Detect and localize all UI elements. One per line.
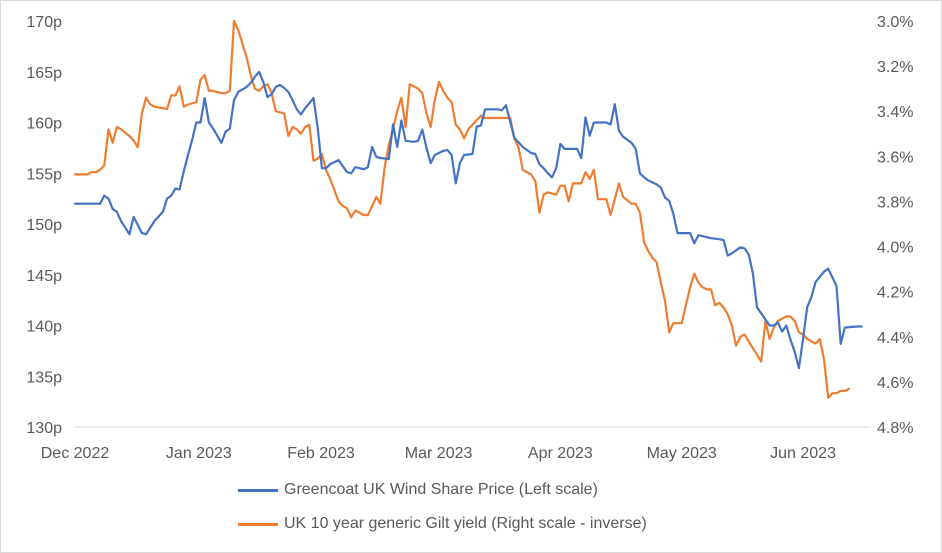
left-tick-label: 165p xyxy=(26,65,62,82)
x-tick-label: Apr 2023 xyxy=(528,445,593,462)
right-tick-label: 3.2% xyxy=(877,59,913,76)
legend-item-gilt-yield: UK 10 year generic Gilt yield (Right sca… xyxy=(238,515,647,533)
x-tick-label: Mar 2023 xyxy=(405,445,473,462)
left-tick-label: 135p xyxy=(26,369,62,386)
right-tick-label: 4.8% xyxy=(877,420,913,437)
right-tick-label: 3.6% xyxy=(877,149,913,166)
series-lines xyxy=(73,19,863,399)
left-tick-label: 130p xyxy=(26,420,62,437)
legend-swatch-blue xyxy=(238,488,278,492)
x-axis-ticks: Dec 2022 Jan 2023 Feb 2023 Mar 2023 Apr 2023… xyxy=(41,445,836,462)
x-tick-label: May 2023 xyxy=(647,445,717,462)
right-tick-label: 4.4% xyxy=(877,330,913,347)
right-tick-label: 4.0% xyxy=(877,240,913,257)
right-axis-ticks: 3.0% 3.2% 3.4% 3.6% 3.8% 4.0% 4.2% 4.4% 4.6% 4.8% xyxy=(877,14,913,437)
right-tick-label: 4.6% xyxy=(877,375,913,392)
x-tick-label: Dec 2022 xyxy=(41,445,110,462)
left-tick-label: 150p xyxy=(26,217,62,234)
left-tick-label: 160p xyxy=(26,116,62,133)
right-tick-label: 3.8% xyxy=(877,194,913,211)
legend-label-share-price: Greencoat UK Wind Share Price (Left scal… xyxy=(284,481,598,498)
right-tick-label: 4.2% xyxy=(877,285,913,302)
left-tick-label: 145p xyxy=(26,268,62,285)
x-tick-label: Jun 2023 xyxy=(770,445,836,462)
legend-label-gilt-yield: UK 10 year generic Gilt yield (Right sca… xyxy=(284,515,647,532)
left-axis-ticks: 170p 165p 160p 155p 150p 145p 140p 135p 130p xyxy=(26,14,62,437)
left-tick-label: 140p xyxy=(26,319,62,336)
right-tick-label: 3.0% xyxy=(877,14,913,31)
legend-swatch-orange xyxy=(238,522,278,526)
legend-item-share-price: Greencoat UK Wind Share Price (Left scal… xyxy=(238,481,598,499)
x-tick-label: Jan 2023 xyxy=(166,445,232,462)
left-tick-label: 155p xyxy=(26,166,62,183)
x-tick-label: Feb 2023 xyxy=(287,445,355,462)
share-price-line xyxy=(73,70,863,370)
gilt-yield-line xyxy=(73,19,851,399)
left-tick-label: 170p xyxy=(26,14,62,31)
right-tick-label: 3.4% xyxy=(877,104,913,121)
